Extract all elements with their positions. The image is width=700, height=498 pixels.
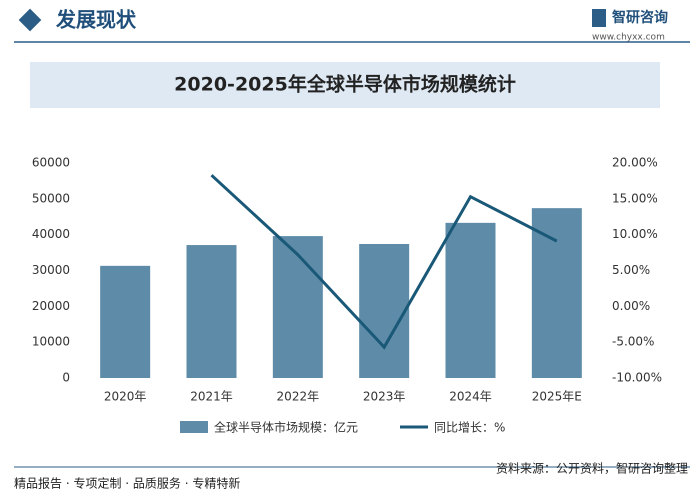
bar — [445, 222, 496, 378]
x-tick-label: 2023年 — [363, 390, 406, 404]
y2-tick-label: 15.00% — [612, 191, 658, 205]
y-tick-label: 10000 — [32, 335, 70, 349]
y2-tick-label: -5.00% — [612, 335, 654, 349]
footer-source: 资料来源：公开资料，智研咨询整理 — [496, 461, 688, 476]
logo-text: 智研咨询 — [611, 9, 668, 26]
x-tick-label: 2020年 — [104, 390, 147, 404]
logo-url: www.chyxx.com — [592, 33, 665, 43]
chart-title: 2020-2025年全球半导体市场规模统计 — [174, 73, 516, 96]
y-tick-label: 50000 — [32, 191, 70, 205]
y2-tick-label: -10.00% — [612, 371, 662, 385]
header-icon — [18, 8, 42, 32]
x-tick-label: 2022年 — [277, 390, 320, 404]
y-tick-label: 60000 — [32, 156, 70, 170]
bar — [531, 208, 582, 378]
y2-tick-label: 10.00% — [612, 227, 658, 241]
bar — [186, 245, 237, 378]
header-title: 发展现状 — [55, 8, 137, 32]
x-tick-label: 2021年 — [190, 390, 233, 404]
y-tick-label: 30000 — [32, 263, 70, 277]
bar — [272, 236, 323, 378]
y2-tick-label: 20.00% — [612, 156, 658, 170]
line — [210, 174, 558, 350]
y-tick-label: 0 — [62, 371, 70, 385]
y-tick-label: 40000 — [32, 227, 70, 241]
y-tick-label: 20000 — [32, 299, 70, 313]
legend-label: 全球半导体市场规模：亿元 — [214, 420, 358, 435]
logo-icon — [592, 9, 606, 27]
y2-tick-label: 0.00% — [612, 299, 650, 313]
legend-label: 同比增长：% — [434, 421, 505, 435]
bar — [359, 243, 410, 378]
legend-swatch — [180, 421, 208, 433]
bar — [100, 265, 151, 378]
title-box — [30, 62, 660, 108]
x-tick-label: 2025年E — [532, 390, 582, 404]
y2-tick-label: 5.00% — [612, 263, 650, 277]
footer-tagline: 精品报告 · 专项定制 · 品质服务 · 专精特新 — [14, 476, 240, 491]
x-tick-label: 2024年 — [449, 390, 492, 404]
